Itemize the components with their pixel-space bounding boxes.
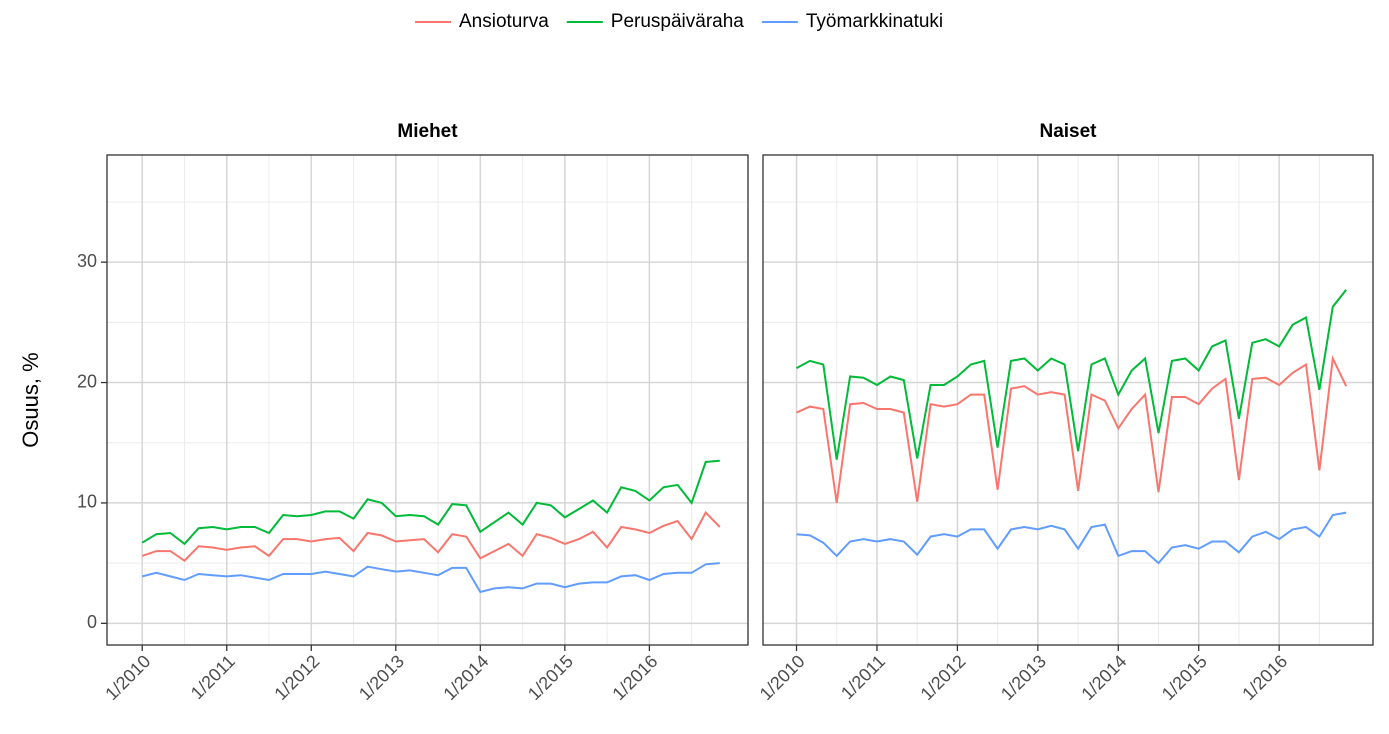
y-tick-label: 30 — [77, 251, 97, 271]
x-tick-label: 1/2010 — [756, 651, 809, 704]
panel-title: Naiset — [1039, 121, 1097, 142]
line — [796, 354, 1348, 504]
legend: Ansioturva Peruspäiväraha Työmarkkinatuki — [415, 11, 943, 32]
x-tick-label: 1/2011 — [837, 651, 889, 703]
line — [141, 562, 720, 594]
y-axis-label: Osuus, % — [18, 352, 43, 447]
x-tick-label: 1/2016 — [608, 651, 661, 704]
legend-label: Ansioturva — [459, 11, 549, 32]
x-tick-label: 1/2014 — [1077, 651, 1130, 704]
x-tick-label: 1/2012 — [917, 651, 970, 704]
line — [141, 510, 721, 562]
y-tick-label: 10 — [77, 492, 97, 512]
panel-frame — [762, 154, 1374, 646]
x-tick-label: 1/2014 — [439, 651, 492, 704]
y-tick-label: 0 — [87, 612, 97, 632]
legend-label: Peruspäiväraha — [611, 11, 745, 32]
panel-frame — [106, 154, 749, 646]
x-tick-label: 1/2012 — [270, 651, 323, 704]
line — [796, 289, 1347, 460]
x-tick-label: 1/2011 — [187, 651, 239, 703]
panel-title: Miehet — [397, 121, 458, 142]
y-tick-label: 20 — [77, 371, 97, 391]
x-tick-label: 1/2013 — [997, 651, 1050, 704]
x-tick-label: 1/2013 — [355, 651, 408, 704]
x-tick-label: 1/2015 — [524, 651, 577, 704]
x-tick-label: 1/2016 — [1238, 651, 1291, 704]
legend-label: Työmarkkinatuki — [806, 11, 943, 32]
x-tick-label: 1/2010 — [101, 651, 154, 704]
x-tick-label: 1/2015 — [1158, 651, 1211, 704]
line — [796, 511, 1347, 565]
line — [141, 459, 720, 546]
